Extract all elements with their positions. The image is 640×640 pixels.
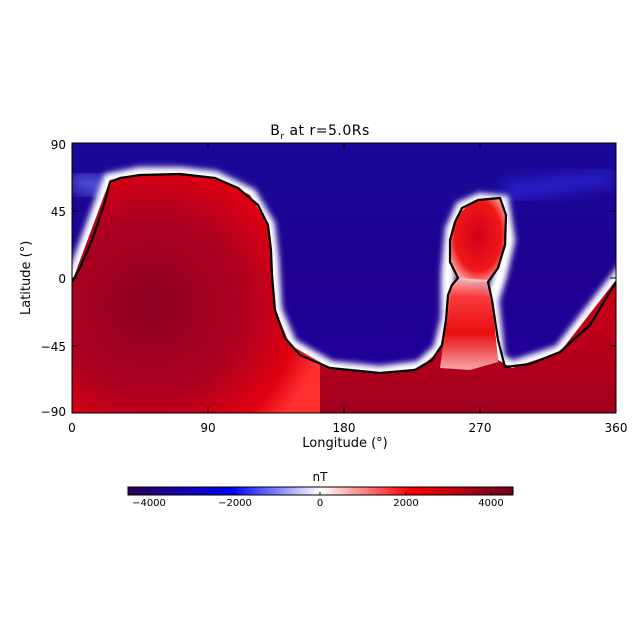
x-tick-label: 0 — [68, 421, 76, 435]
y-tick-label: −45 — [40, 340, 66, 354]
x-tick-label: 180 — [332, 421, 356, 435]
y-tick-label: −90 — [40, 405, 66, 419]
colorbar-tick-label: 0 — [316, 498, 324, 509]
x-axis-ticks — [72, 143, 616, 413]
colorbar-unit-label: nT — [312, 470, 328, 484]
colorbar-tick-label: −2000 — [218, 498, 252, 509]
y-tick-label: 90 — [50, 138, 66, 152]
heatmap-field — [72, 143, 616, 413]
colorbar-tick-label: 2000 — [393, 498, 419, 509]
y-tick-label: 45 — [50, 205, 66, 219]
y-tick-label: 0 — [58, 272, 66, 286]
colorbar-tick-label: 4000 — [478, 498, 504, 509]
x-tick-label: 360 — [604, 421, 628, 435]
x-axis-label: Longitude (°) — [302, 436, 388, 451]
chart-title: Br at r=5.0Rs — [270, 123, 370, 142]
x-tick-label: 270 — [468, 421, 492, 435]
x-tick-label: 90 — [200, 421, 216, 435]
colorbar-ticks — [148, 492, 492, 495]
colorbar-tick-label: −4000 — [132, 498, 166, 509]
